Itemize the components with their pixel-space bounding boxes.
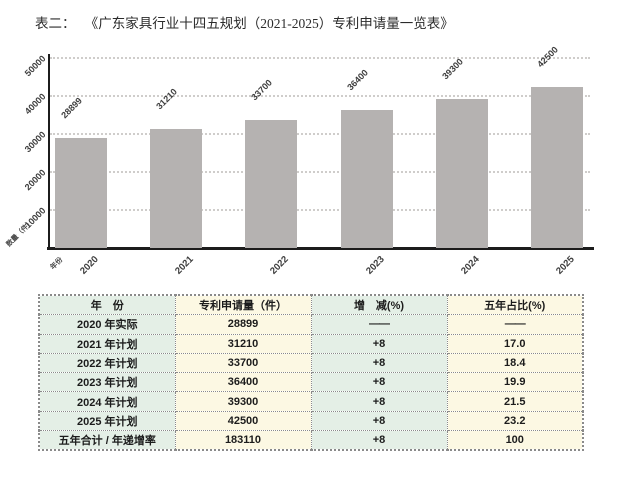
x-axis-tick-label: 2024: [458, 254, 482, 277]
table-cell: 42500: [174, 410, 312, 432]
y-axis-line: [48, 54, 50, 248]
table-row-5: 2025 年计划 42500 +8 23.2: [38, 410, 584, 432]
x-axis-tick-label: 2021: [173, 254, 196, 277]
table-cell: 2023 年计划: [38, 372, 176, 393]
y-axis-tick-label: 40000: [22, 91, 48, 117]
column-header: 年 份: [38, 294, 176, 316]
gridline-50000: [50, 57, 590, 59]
table-row-1: 2021 年计划 31210 +8 17.0: [38, 333, 584, 354]
bar-2021: [150, 129, 203, 248]
bar-value-label: 33700: [249, 77, 275, 103]
bar-2023: [340, 109, 393, 248]
gridline-30000: [50, 133, 590, 135]
x-axis-tick-label: 2025: [554, 254, 577, 277]
bar-2020: [55, 138, 107, 248]
table-cell: 17.0: [446, 333, 584, 354]
table-cell: 33700: [174, 352, 312, 374]
bar-value-label: 39300: [440, 56, 465, 81]
table-cell: 2024 年计划: [38, 391, 176, 412]
table-cell: 19.9: [446, 372, 584, 393]
table-number-label: 表二：: [35, 16, 76, 31]
table-header-row: 年 份专利申请量（件）增 减(%) 五年占比(%): [38, 294, 584, 316]
y-axis-tick-label: 20000: [22, 167, 48, 193]
table-cell: +8: [310, 352, 448, 374]
table-cell: 18.4: [446, 352, 584, 374]
x-axis-tick-label: 2020: [78, 254, 101, 277]
table-cell: +8: [310, 333, 448, 354]
gridline-10000: [50, 209, 590, 211]
table-cell: 23.2: [446, 410, 584, 432]
table-row-3: 2023 年计划 36400 +8 19.9: [38, 372, 584, 393]
y-axis-title: 数量（件）: [5, 218, 36, 249]
table-cell: 五年合计 / 年递增率: [38, 430, 176, 451]
patent-applications-bar-chart: 10000 20000 30000 40000 50000 28899 2020 31210 2…: [5, 44, 594, 277]
x-axis-tick-label: 2023: [363, 254, 387, 277]
table-row-4: 2024 年计划 39300 +8 21.5: [38, 391, 584, 412]
table-cell: ——: [446, 314, 584, 335]
table-cell: +8: [310, 430, 448, 451]
table-cell: 100: [446, 430, 584, 451]
table-cell: 31210: [174, 333, 312, 354]
bar-2022: [245, 119, 298, 248]
table-cell: ——: [310, 314, 448, 335]
bar-2025: [531, 86, 583, 248]
y-axis-tick-label: 30000: [22, 129, 48, 155]
x-axis-line: [47, 247, 594, 250]
table-cell: +8: [310, 410, 448, 432]
gridline-40000: [50, 95, 590, 97]
patent-applications-table: 年 份专利申请量（件）增 减(%) 五年占比(%) 2020 年实际 28899 —— —…: [38, 294, 584, 452]
table-cell: 2021 年计划: [38, 333, 176, 354]
bar-value-label: 31210: [154, 86, 180, 112]
gridline-20000: [50, 171, 590, 173]
table-cell: 39300: [174, 391, 312, 412]
table-cell: 2025 年计划: [38, 410, 176, 432]
table-row-2: 2022 年计划 33700 +8 18.4: [38, 352, 584, 374]
table-cell: 2020 年实际: [38, 314, 176, 335]
table-row-6: 五年合计 / 年递增率 183110 +8 100: [38, 430, 584, 451]
column-header: 五年占比(%): [446, 294, 584, 316]
table-cell: 2022 年计划: [38, 352, 176, 374]
table-row-0: 2020 年实际 28899 —— ——: [38, 314, 584, 335]
y-axis-tick-label: 50000: [22, 53, 48, 79]
column-header: 专利申请量（件）: [174, 294, 312, 316]
bar-value-label: 36400: [344, 67, 370, 92]
page-title: 表二： 《广东家具行业十四五规划（2021-2025）专利申请量一览表》: [35, 12, 454, 32]
table-cell: +8: [310, 372, 448, 393]
table-cell: 28899: [174, 314, 312, 335]
x-axis-title: 年份: [49, 256, 65, 272]
table-cell: 183110: [174, 430, 312, 451]
table-cell: 36400: [174, 372, 312, 393]
bar-value-label: 28899: [59, 95, 84, 121]
x-axis-tick-label: 2022: [268, 254, 292, 277]
column-header: 增 减(%): [310, 294, 448, 316]
table-cell: 21.5: [446, 391, 584, 412]
bar-2024: [435, 98, 488, 248]
table-cell: +8: [310, 391, 448, 412]
table-title-text: 《广东家具行业十四五规划（2021-2025）专利申请量一览表》: [91, 16, 454, 31]
